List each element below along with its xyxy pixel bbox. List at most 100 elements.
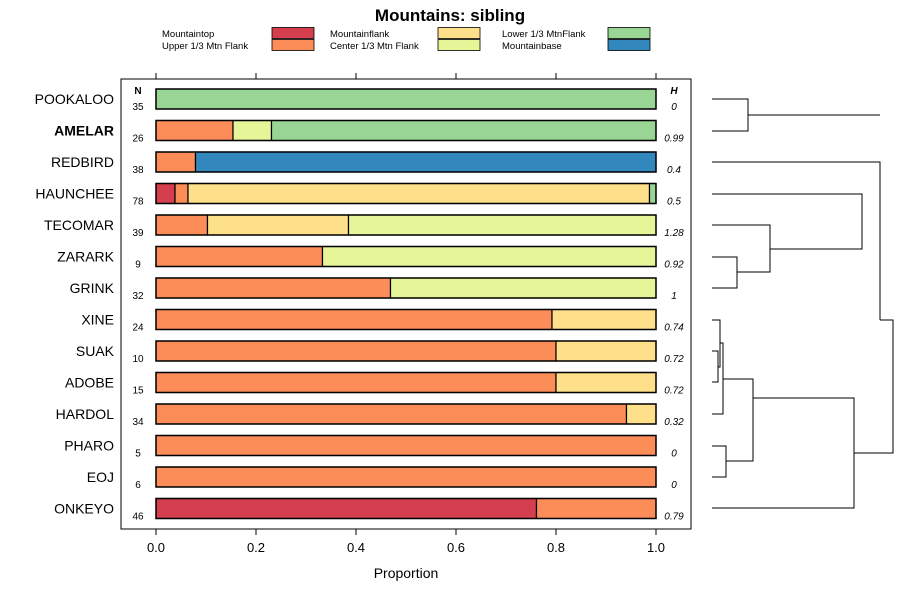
h-value: 0.72 [664,354,684,365]
dendrogram-branch [712,445,727,478]
bar-outline [155,403,657,425]
legend-swatch [271,27,315,39]
bar-outline [155,497,657,520]
bar-segment [155,340,557,362]
x-tick-label: 0.6 [447,540,465,555]
bar-segment [321,245,657,268]
bar-segment [347,214,657,236]
row-label: HARDOL [56,406,115,422]
dendrogram-branch [712,256,738,289]
legend-label: Lower 1/3 MtnFlank [502,29,586,40]
h-value: 0.72 [664,386,684,397]
bar-outline [155,340,657,362]
plot-frame [120,78,692,530]
h-value: 0.99 [664,134,684,145]
h-value: 0 [671,480,677,491]
row-label: ONKEYO [54,501,114,517]
bars-group: POOKALOO 35 0 AMELAR 26 0.99 REDBIRD 38 0.4 HAUNC… [35,88,684,523]
bar-segment [155,151,197,173]
x-tick-label: 0.0 [147,540,165,555]
n-value: 15 [132,386,144,397]
n-value: 26 [132,134,144,145]
legend-label: Mountaintop [162,29,214,40]
n-value: 10 [132,354,144,365]
bar-segment [155,434,657,457]
bar-outline [155,466,657,488]
legend-swatch [437,39,481,51]
h-value: 0 [671,102,677,113]
h-value: 0.4 [667,165,681,176]
row-label: HAUNCHEE [35,186,114,202]
h-value: 0.79 [664,512,684,523]
bar-segment [535,497,657,520]
bar-segment [648,182,657,205]
bar-outline [155,214,657,236]
bar-segment [625,403,657,425]
legend-swatch [271,39,315,51]
n-value: 32 [132,291,144,302]
row-label: TECOMAR [44,217,114,233]
legend-swatch [607,39,651,51]
row-label: POOKALOO [35,91,114,107]
dendrogram-branch [712,98,749,132]
n-value: 39 [132,228,144,239]
row-label: EOJ [87,469,114,485]
dendrogram-branch [712,397,855,509]
bar-segment [155,466,657,488]
bar-segment [232,119,273,142]
x-axis: 0.0 0.2 0.4 0.6 0.8 1.0 [147,73,665,555]
row-label: SUAK [76,343,115,359]
legend-swatch [607,27,651,39]
n-value: 24 [132,323,144,334]
dendrogram-branch [712,224,771,273]
bar-segment [155,403,628,425]
bar-outline [155,371,657,394]
bar-segment [206,214,350,236]
h-column-header: H [670,86,678,97]
row-label: PHARO [64,438,114,454]
bar-segment [155,308,553,331]
n-value: 34 [132,417,144,428]
h-value: 0.5 [667,197,681,208]
bar-segment [155,245,324,268]
bar-outline [155,88,657,110]
bar-segment [155,119,234,142]
row-label: XINE [81,312,114,328]
bar-outline [155,434,657,457]
bar-segment [194,151,657,173]
dendrogram-branch [712,319,721,368]
legend-label: Mountainbase [502,41,562,52]
n-column-header: N [134,86,141,97]
chart-title: Mountains: sibling [375,6,525,25]
h-value: 0.32 [664,417,684,428]
legend-label: Upper 1/3 Mtn Flank [162,41,248,52]
dendrogram-branch [712,193,863,250]
legend-label: Mountainflank [330,29,389,40]
bar-outline [155,308,657,331]
h-value: 1 [671,291,677,302]
bar-outline [155,151,657,173]
x-tick-label: 1.0 [647,540,665,555]
h-value: 0.92 [664,260,684,271]
x-tick-label: 0.2 [247,540,265,555]
bar-segment [187,182,651,205]
bar-outline [155,277,657,299]
h-value: 0 [671,449,677,460]
row-label: AMELAR [54,123,114,139]
legend-swatch [437,27,481,39]
n-value: 38 [132,165,144,176]
dendrogram [712,98,894,509]
bar-segment [270,119,657,142]
bar-segment [155,277,392,299]
dendrogram-branch [712,161,881,320]
bar-segment [155,214,209,236]
h-value: 0.74 [664,323,684,334]
n-value: 78 [132,197,144,208]
bar-outline [155,182,657,205]
x-tick-label: 0.8 [547,540,565,555]
n-value: 9 [135,260,141,271]
dendrogram-branch [723,378,754,462]
legend-label: Center 1/3 Mtn Flank [330,41,419,52]
